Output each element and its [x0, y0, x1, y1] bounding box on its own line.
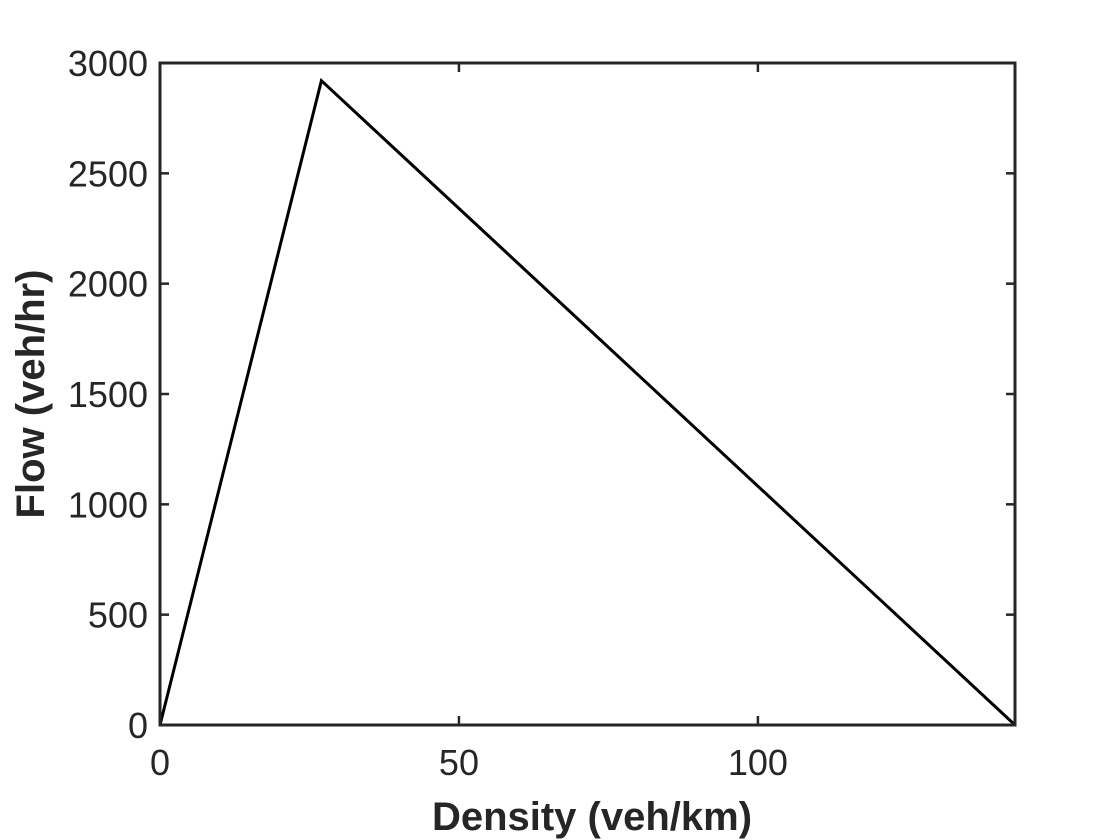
x-tick-label-2: 100: [728, 742, 788, 783]
y-tick-label-4: 2000: [68, 264, 148, 305]
y-axis-label: Flow (veh/hr): [9, 270, 53, 519]
series-layer: [158, 77, 1017, 727]
series-line-0: [158, 77, 1017, 727]
x-tick-label-0: 0: [150, 742, 170, 783]
y-tick-label-2: 1000: [68, 484, 148, 525]
y-tick-label-0: 0: [128, 705, 148, 746]
axes-box: [158, 61, 1017, 727]
y-tick-label-3: 1500: [68, 374, 148, 415]
plot-area: [160, 63, 1015, 725]
y-tick-label-5: 2500: [68, 153, 148, 194]
y-tick-label-6: 3000: [68, 43, 148, 84]
x-axis-label: Density (veh/km): [432, 795, 752, 839]
x-tick-label-1: 50: [439, 742, 479, 783]
y-tick-label-1: 500: [88, 595, 148, 636]
